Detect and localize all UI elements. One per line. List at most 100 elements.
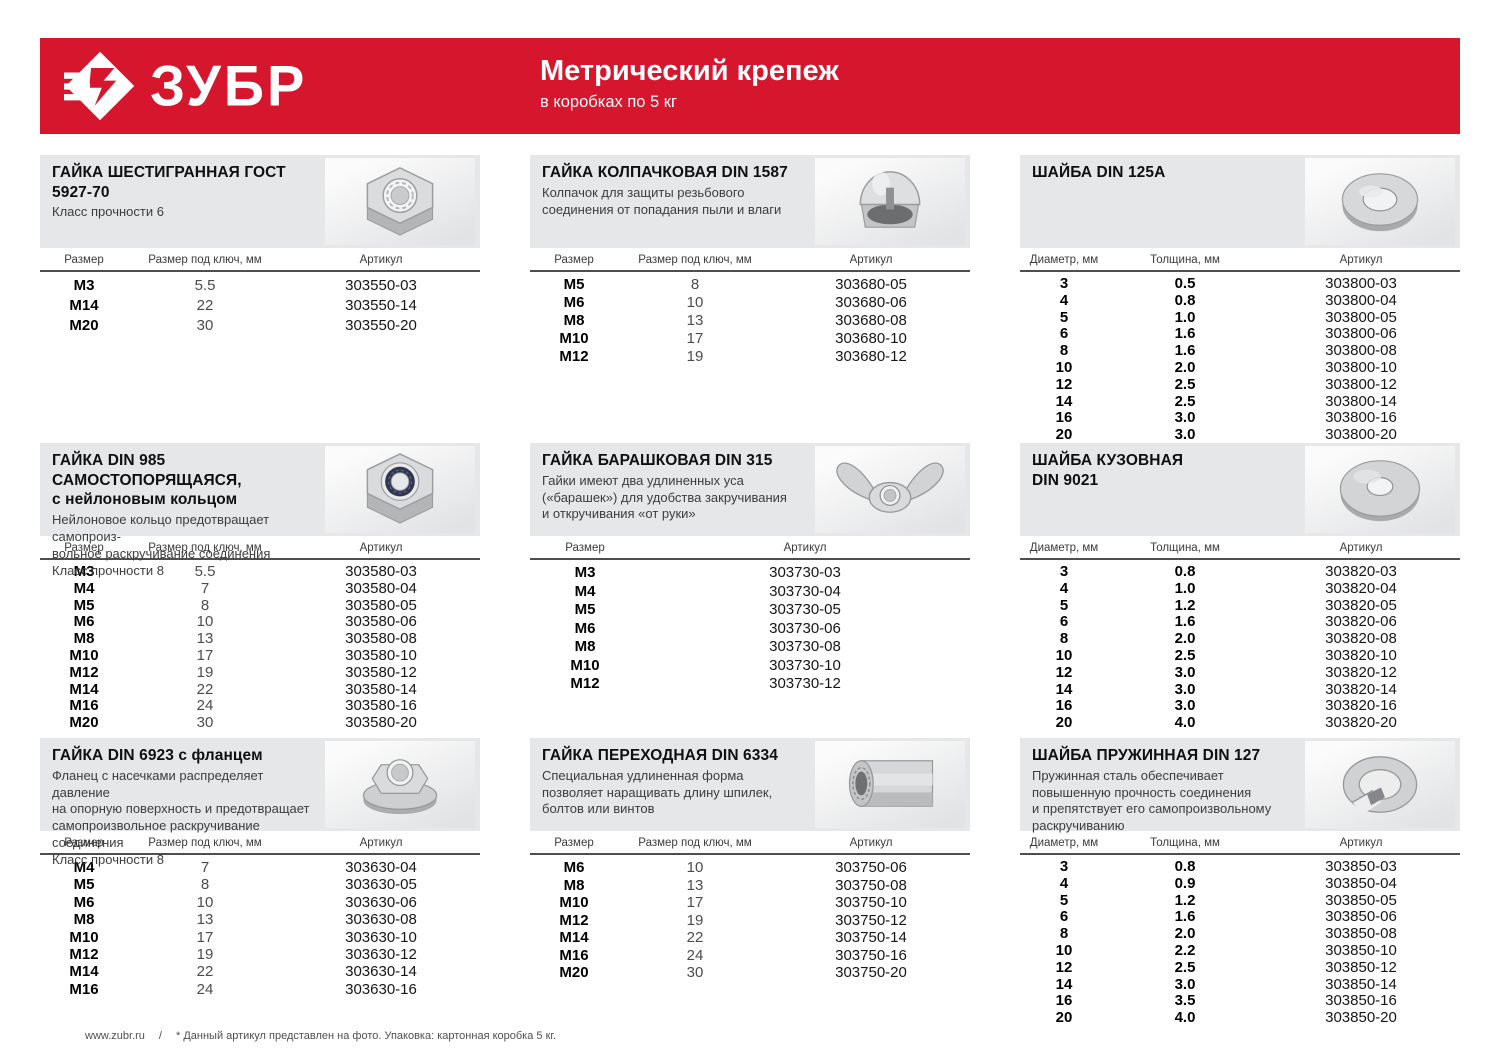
table-row: 4 1.0 303820-04 [1020, 579, 1460, 598]
product-description-line: Класс прочности 8 [52, 852, 164, 868]
table-cell: 19 [686, 911, 704, 929]
table-cell: M5 [574, 601, 596, 618]
product-title-line: ГАЙКА ШЕСТИГРАННАЯ ГОСТ 5927-70 [52, 164, 286, 201]
table-cell: M16 [559, 946, 589, 964]
table-cell: 10 [196, 613, 214, 631]
table-row: M20 30 303550-20 [40, 316, 480, 336]
table-cell: 0.8 [1174, 291, 1196, 309]
table-row: M10 17 303580-10 [40, 646, 480, 665]
table-header: Диаметр, мм Толщина, мм Артикул [1020, 248, 1460, 272]
table-row: M12 19 303580-12 [40, 664, 480, 682]
table-cell: 3.0 [1174, 663, 1196, 681]
table-cell: 303750-16 [835, 946, 907, 964]
table-cell: M10 [69, 646, 99, 664]
fender-washer-illustration [1339, 460, 1421, 522]
table-cell: M3 [574, 564, 596, 581]
table-cell: 303820-05 [1325, 596, 1397, 614]
table-cell: 8 [1059, 630, 1069, 648]
table-cell: 303750-06 [835, 859, 907, 876]
product-description-line: («барашек») для удобства закручивания [542, 489, 787, 505]
coupling-nut-photo [815, 741, 965, 828]
table-cell: 303820-10 [1325, 646, 1397, 664]
product-title-line: ШАЙБА ПРУЖИННАЯ DIN 127 [1032, 747, 1261, 764]
product-description-line: и откручивания «от руки» [542, 506, 696, 522]
table-cell: M6 [73, 893, 95, 911]
table-row: M16 24 303750-16 [530, 947, 970, 965]
table-cell: 303630-04 [345, 859, 417, 876]
table-cell: 5.5 [194, 277, 216, 294]
table-cell: 2.2 [1174, 941, 1196, 959]
table-cell: 8 [690, 276, 700, 293]
table-cell: 4.0 [1174, 1009, 1196, 1027]
table-row: M10 17 303630-10 [40, 929, 480, 946]
table-header: Диаметр, мм Толщина, мм Артикул [1020, 536, 1460, 560]
product-description-line: на опорную поверхность и предотвращает [52, 801, 310, 817]
table-cell: 17 [196, 928, 214, 946]
table-cell: M3 [73, 277, 95, 294]
product-description-line: Пружинная сталь обеспечивает [1032, 767, 1224, 783]
column-header: Артикул [359, 542, 403, 554]
table-cell: 2.5 [1174, 392, 1196, 410]
section-hex-nut: ГАЙКА ШЕСТИГРАННАЯ ГОСТ 5927-70 Класс пр… [40, 155, 480, 336]
product-description-line: позволяет наращивать длину шпилек, [542, 784, 773, 800]
table-cell: M14 [69, 963, 99, 981]
table-cell: 303800-12 [1325, 375, 1397, 393]
table-cell: 303580-14 [345, 680, 417, 698]
product-title-line: ГАЙКА DIN 985 САМОСТОПОРЯЩАЯСЯ, [52, 452, 242, 489]
column-header: Размер [64, 542, 104, 554]
table-row: 20 4.0 303820-20 [1020, 714, 1460, 732]
product-title: ГАЙКА DIN 985 САМОСТОПОРЯЩАЯСЯ, с нейлоно… [52, 451, 320, 510]
hex-nut-photo [325, 158, 475, 245]
table-cell: M16 [69, 980, 99, 998]
product-description-line: вольное раскручивание соединения [52, 545, 271, 561]
product-header: ГАЙКА ПЕРЕХОДНАЯ DIN 6334 Специальная уд… [530, 738, 970, 831]
table-cell: M6 [73, 613, 95, 631]
table-cell: 22 [196, 963, 214, 981]
table-cell: M10 [559, 330, 589, 347]
table-cell: 1.2 [1174, 596, 1196, 614]
site-url-link[interactable]: www.zubr.ru [85, 1030, 145, 1042]
product-header: ГАЙКА ШЕСТИГРАННАЯ ГОСТ 5927-70 Класс пр… [40, 155, 480, 248]
table-cell: 5 [1059, 596, 1069, 614]
table-row: M10 17 303750-10 [530, 894, 970, 912]
table-cell: 20 [1055, 714, 1073, 732]
table-cell: 303730-05 [769, 601, 841, 618]
product-description-line: повышенную прочность соединения [1032, 784, 1252, 800]
product-description: Нейлоновое кольцо предотвращает самопрои… [52, 512, 320, 580]
table-row: 4 0.9 303850-04 [1020, 875, 1460, 893]
product-description-line: болтов или винтов [542, 801, 655, 817]
table-header: Размер Размер под ключ, мм Артикул [530, 248, 970, 272]
table-row: 10 2.2 303850-10 [1020, 941, 1460, 960]
table-cell: 303730-06 [769, 619, 841, 637]
table-cell: 4 [1059, 579, 1069, 597]
table-row: 20 4.0 303850-20 [1020, 1009, 1460, 1027]
table-row: 10 2.5 303820-10 [1020, 646, 1460, 665]
column-header: Артикул [849, 254, 893, 266]
product-title: ГАЙКА ШЕСТИГРАННАЯ ГОСТ 5927-70 [52, 163, 320, 202]
table-cell: 303730-10 [769, 656, 841, 674]
table-cell: 303630-16 [345, 980, 417, 998]
section-spring-washer: ШАЙБА ПРУЖИННАЯ DIN 127 Пружинная сталь … [1020, 738, 1460, 1027]
table-cell: M6 [574, 619, 596, 637]
table-cell: 10 [686, 859, 704, 876]
table-cell: M20 [69, 714, 99, 732]
table-cell: M5 [73, 876, 95, 894]
product-title-line: ГАЙКА ПЕРЕХОДНАЯ DIN 6334 [542, 747, 778, 764]
table-cell: 1.0 [1174, 579, 1196, 597]
product-title-line: ГАЙКА БАРАШКОВАЯ DIN 315 [542, 452, 773, 469]
table-cell: 303730-08 [769, 638, 841, 655]
table-cell: M14 [69, 297, 99, 314]
table-row: M5 303730-05 [530, 601, 970, 620]
footer-note: * Данный артикул представлен на фото. Уп… [175, 1030, 557, 1042]
column-header: Артикул [1339, 542, 1383, 554]
table-cell: 303800-08 [1325, 342, 1397, 360]
table-cell: 303580-04 [345, 579, 417, 597]
table-cell: 7 [200, 579, 210, 597]
table-cell: 3 [1059, 275, 1069, 292]
product-title-line: ШАЙБА DIN 125А [1032, 164, 1166, 181]
table-cell: 1.2 [1174, 891, 1196, 909]
table-cell: 303820-04 [1325, 579, 1397, 597]
flange-nut-illustration [362, 759, 438, 815]
product-description: Пружинная сталь обеспечивает повышенную п… [1032, 768, 1300, 836]
zubr-logo-mark-icon [64, 51, 135, 121]
